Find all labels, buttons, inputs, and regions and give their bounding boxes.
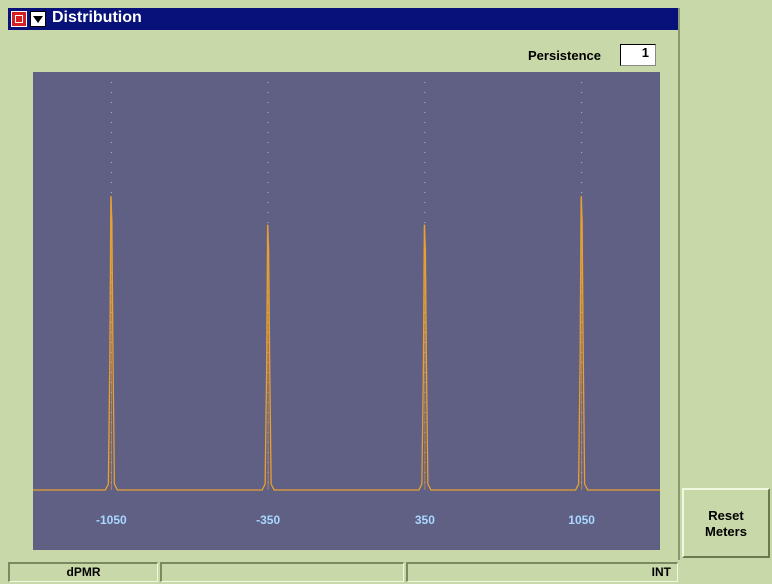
x-tick-label-3: 1050: [568, 513, 595, 527]
persistence-label: Persistence: [528, 48, 601, 63]
x-tick-label-0: -1050: [96, 513, 127, 527]
x-tick-label-1: -350: [256, 513, 280, 527]
title-bar: Distribution: [8, 8, 678, 30]
distribution-window: Distribution Persistence 1 -1050 -350 350 1…: [8, 8, 680, 560]
status-middle: [160, 562, 404, 582]
status-bar: dPMR INT: [0, 560, 680, 584]
softkey-panel: [680, 0, 772, 584]
reset-meters-button[interactable]: Reset Meters: [682, 488, 770, 558]
window-menu-dropdown-icon[interactable]: [30, 11, 46, 27]
persistence-field[interactable]: 1: [620, 44, 656, 66]
plot-background: [33, 72, 660, 550]
distribution-trace: [33, 196, 660, 491]
status-mode: dPMR: [8, 562, 158, 582]
reset-meters-label-line2: Meters: [705, 524, 747, 539]
reset-meters-label-line1: Reset: [708, 508, 744, 523]
status-reference: INT: [406, 562, 678, 582]
distribution-plot: -1050 -350 350 1050: [33, 72, 660, 550]
window-title: Distribution: [52, 9, 142, 26]
window-close-icon[interactable]: [11, 11, 27, 27]
distribution-chart: -1050 -350 350 1050: [33, 72, 660, 550]
x-tick-label-2: 350: [415, 513, 435, 527]
